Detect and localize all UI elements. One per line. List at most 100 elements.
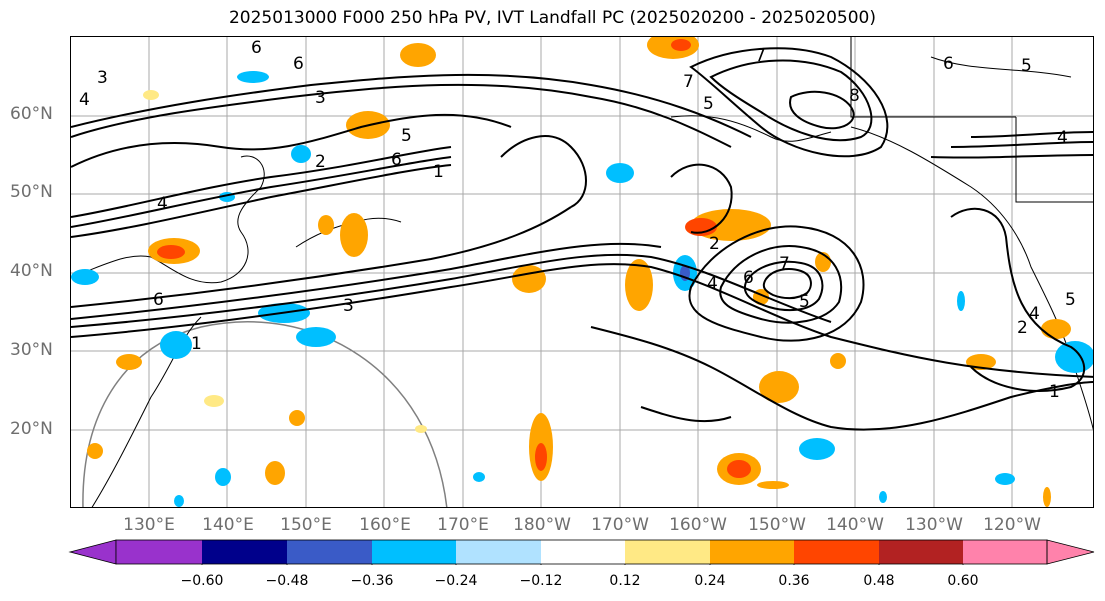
pv-patch <box>759 371 799 403</box>
contour-label: 7 <box>683 72 694 92</box>
colorbar-tick: −0.60 <box>180 573 224 589</box>
colorbar-swatch <box>202 540 287 564</box>
pv-patch <box>237 71 269 83</box>
colorbar-swatch <box>879 540 963 564</box>
pv-patch <box>318 215 334 235</box>
map-canvas: 6 6 3 4 3 2 1 7 8 5 7 6 5 4 2 4 6 7 5 3 … <box>71 37 1093 507</box>
colorbar-arrow-right <box>1046 539 1095 565</box>
ivt-contours <box>71 47 1093 431</box>
lon-label-170w: 170°W <box>591 515 649 535</box>
colorbar-swatch <box>116 540 202 564</box>
colorbar <box>68 539 1095 565</box>
contour-label: 4 <box>1057 128 1068 148</box>
pv-patch <box>204 395 224 407</box>
lon-label-170e: 170°E <box>437 515 489 535</box>
contour-label: 8 <box>849 86 860 106</box>
colorbar-swatch <box>794 540 879 564</box>
contour-label: 2 <box>1017 318 1028 338</box>
contour-label: 6 <box>391 150 402 170</box>
colorbar-tick: 0.24 <box>694 573 726 589</box>
colorbar-swatch <box>625 540 710 564</box>
colorbar-tick: 0.12 <box>609 573 641 589</box>
pv-patch <box>727 460 751 478</box>
gridlines <box>71 37 1093 507</box>
pv-patch <box>625 259 653 311</box>
pv-patch <box>160 331 192 359</box>
pv-patches-positive <box>87 37 1071 507</box>
contour-label: 2 <box>709 234 720 254</box>
contour-label: 2 <box>315 152 326 172</box>
pv-patch <box>606 163 634 183</box>
contour-label: 6 <box>153 290 164 310</box>
map-panel: 6 6 3 4 3 2 1 7 8 5 7 6 5 4 2 4 6 7 5 3 … <box>70 36 1094 508</box>
contour-label: 3 <box>315 88 326 108</box>
contour-label: 5 <box>1021 56 1032 76</box>
pv-patch <box>265 461 285 485</box>
contour-label: 6 <box>743 268 754 288</box>
pv-patch <box>1043 487 1051 507</box>
pv-patch <box>512 265 546 293</box>
contour-label: 4 <box>79 90 90 110</box>
colorbar-swatch <box>372 540 456 564</box>
pv-patch <box>296 327 336 347</box>
contour-label: 4 <box>1029 304 1040 324</box>
colorbar-swatch <box>541 540 625 564</box>
pv-patch <box>215 468 231 486</box>
lon-label-160e: 160°E <box>359 515 411 535</box>
contour-label: 5 <box>703 94 714 114</box>
pv-patch <box>757 481 789 489</box>
lon-label-120w: 120°W <box>983 515 1041 535</box>
pv-patch <box>174 495 184 507</box>
pv-patch <box>71 269 99 285</box>
contour-label: 3 <box>343 296 354 316</box>
lon-label-150e: 150°E <box>280 515 332 535</box>
lat-label-20n: 20°N <box>10 419 53 439</box>
colorbar-swatch <box>710 540 794 564</box>
colorbar-tick: 0.48 <box>863 573 895 589</box>
contour-label: 6 <box>293 54 304 74</box>
pv-patch <box>116 354 142 370</box>
pv-patch <box>830 353 846 369</box>
colorbar-tick: −0.12 <box>519 573 563 589</box>
lat-label-40n: 40°N <box>10 261 53 281</box>
contour-label: 5 <box>799 292 810 312</box>
lon-label-150w: 150°W <box>748 515 806 535</box>
lat-label-30n: 30°N <box>10 340 53 360</box>
contour-label: 7 <box>755 46 766 66</box>
contour-label: 1 <box>1049 382 1060 402</box>
contour-label: 1 <box>191 334 202 354</box>
contour-labels: 6 6 3 4 3 2 1 7 8 5 7 6 5 4 2 4 6 7 5 3 … <box>79 38 1076 402</box>
colorbar-tick: −0.48 <box>265 573 309 589</box>
colorbar-outline <box>115 539 1048 565</box>
contour-label: 5 <box>1065 290 1076 310</box>
pv-patch <box>957 291 965 311</box>
lon-label-130w: 130°W <box>905 515 963 535</box>
pv-patch <box>340 213 368 257</box>
colorbar-tick: −0.36 <box>350 573 394 589</box>
contour-label: 5 <box>401 126 412 146</box>
contour-label: 4 <box>707 274 718 294</box>
pv-patch <box>400 43 436 67</box>
colorbar-swatch <box>963 540 1047 564</box>
pv-patch <box>473 472 485 482</box>
contour-label: 3 <box>97 68 108 88</box>
pv-patch <box>157 245 185 259</box>
contour-label: 6 <box>251 38 262 58</box>
contour-label: 1 <box>433 162 444 182</box>
pv-patch <box>143 90 159 100</box>
pv-patch <box>535 443 547 471</box>
lon-label-130e: 130°E <box>123 515 175 535</box>
colorbar-tick: 0.36 <box>778 573 810 589</box>
lat-label-60n: 60°N <box>10 104 53 124</box>
lon-label-140e: 140°E <box>202 515 254 535</box>
pv-patch <box>1041 319 1071 339</box>
lon-label-160w: 160°W <box>669 515 727 535</box>
map-title: 2025013000 F000 250 hPa PV, IVT Landfall… <box>228 8 876 28</box>
colorbar-swatch <box>287 540 372 564</box>
pv-patch <box>879 491 887 503</box>
lat-label-50n: 50°N <box>10 182 53 202</box>
contour-label: 6 <box>943 54 954 74</box>
pv-patch <box>87 443 103 459</box>
contour-label: 7 <box>779 254 790 274</box>
pv-patch <box>415 425 427 433</box>
